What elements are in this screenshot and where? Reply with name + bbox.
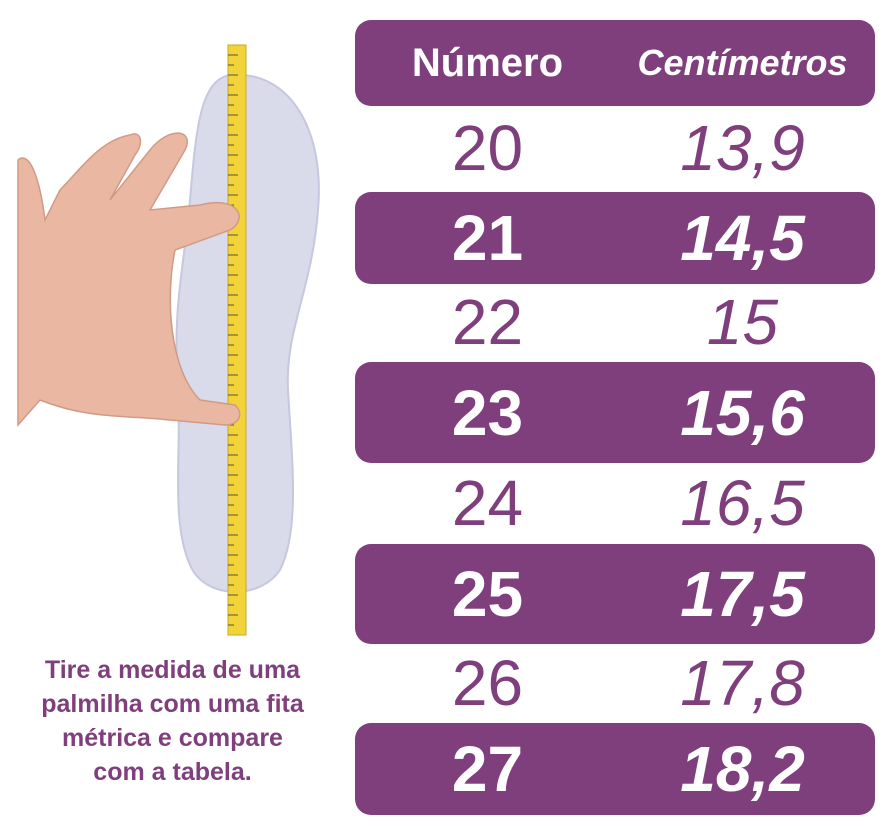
size-table: Número Centímetros 20 13,9 21 14,5 22 15 23 15,…	[355, 20, 875, 815]
table-row: 25 17,5	[355, 544, 875, 644]
hand	[17, 132, 241, 427]
size-number: 23	[451, 376, 524, 449]
size-cm: 14,5	[680, 202, 805, 274]
size-cm: 18,2	[680, 733, 805, 805]
table-row: 23 15,6	[355, 362, 875, 463]
size-number: 20	[451, 112, 524, 184]
size-cm: 17,8	[680, 646, 805, 719]
table-row: 27 18,2	[355, 723, 875, 815]
instructions-caption: Tire a medida de uma palmilha com uma fi…	[0, 653, 345, 789]
header-numero: Número	[411, 40, 564, 85]
size-cm: 13,9	[680, 112, 805, 184]
caption-line: Tire a medida de uma	[44, 656, 301, 684]
size-number: 27	[451, 733, 524, 805]
caption-line: com a tabela.	[93, 758, 252, 786]
size-number: 21	[451, 202, 524, 274]
caption-line: métrica e compare	[62, 724, 283, 752]
size-number: 24	[451, 466, 524, 539]
size-cm: 16,5	[680, 466, 805, 539]
insole	[175, 73, 320, 593]
size-cm: 15,6	[680, 376, 805, 449]
size-cm: 17,5	[680, 558, 805, 630]
size-number: 26	[451, 646, 524, 719]
table-header: Número Centímetros	[355, 20, 875, 106]
size-number: 25	[451, 558, 524, 630]
size-cm: 15	[706, 286, 779, 358]
header-centimetros: Centímetros	[637, 42, 848, 83]
caption-line: palmilha com uma fita	[41, 690, 304, 718]
table-row: 22 15	[355, 284, 875, 360]
table-row: 24 16,5	[355, 463, 875, 542]
size-number: 22	[451, 286, 524, 358]
measuring-tape	[227, 44, 247, 636]
table-row: 20 13,9	[355, 106, 875, 190]
table-row: 26 17,8	[355, 644, 875, 721]
insole-measuring-illustration	[17, 44, 320, 636]
table-row: 21 14,5	[355, 192, 875, 284]
